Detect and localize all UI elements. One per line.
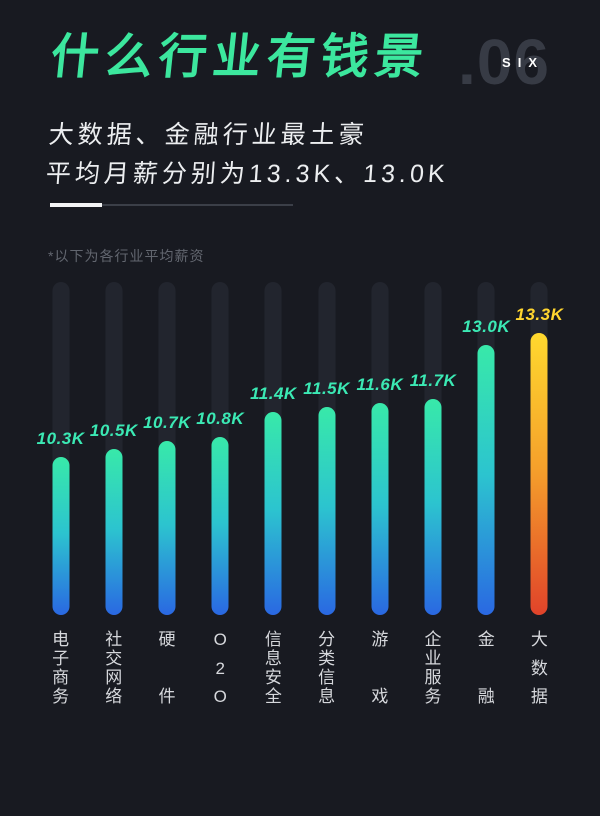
bar-column: 11.6K — [353, 282, 406, 615]
bar-segment — [371, 403, 389, 615]
category-char: 商 — [52, 668, 70, 687]
category-char: 息 — [318, 687, 336, 706]
bar-column: 13.0K — [460, 282, 513, 615]
divider-line — [102, 204, 293, 206]
category-char: 融 — [477, 687, 495, 706]
bar-segment — [211, 437, 229, 615]
category-char: 戏 — [371, 687, 389, 706]
category-char: 务 — [424, 687, 442, 706]
bar-value-label: 11.7K — [409, 371, 457, 390]
category-char: 数 — [530, 658, 548, 678]
category-label: O 2 O — [194, 631, 247, 705]
category-char: 络 — [105, 687, 123, 706]
category-char: 信 — [318, 668, 336, 687]
bar-column: 10.8K — [194, 282, 247, 615]
category-char: 交 — [105, 649, 123, 668]
divider — [50, 203, 293, 207]
category-char: 息 — [264, 649, 282, 668]
category-char: 类 — [318, 649, 336, 668]
page-title: 什么行业有钱景 — [48, 31, 432, 84]
bar-column: 10.3K — [34, 282, 87, 615]
category-label: 分类信息 — [300, 631, 353, 705]
bar-segment — [424, 399, 442, 615]
category-char: 游 — [371, 630, 389, 649]
category-char: 网 — [105, 668, 123, 687]
category-char: 子 — [52, 649, 70, 668]
category-char: 社 — [105, 630, 123, 649]
category-label: 电子商务 — [34, 631, 87, 705]
category-label: 企业服务 — [406, 631, 459, 705]
chart-caption: *以下为各行业平均薪资 — [48, 248, 205, 264]
category-char: 安 — [264, 668, 282, 687]
bar-value-label: 13.0K — [462, 317, 511, 336]
subtitle-line-2: 平均月薪分别为13.3K、13.0K — [44, 160, 450, 188]
subtitle-line-1: 大数据、金融行业最土豪 — [47, 121, 369, 149]
category-label: 金融 — [460, 631, 513, 705]
subtitle: 大数据、金融行业最土豪 平均月薪分别为13.3K、13.0K — [45, 116, 453, 194]
bar-segment — [477, 345, 495, 615]
bar-value-label: 10.3K — [36, 429, 85, 448]
category-char: O — [213, 630, 227, 649]
bar-value-label: 11.4K — [250, 384, 297, 403]
bar-column: 11.5K — [300, 282, 353, 615]
bar-column: 13.3K — [513, 282, 566, 615]
category-char: 全 — [264, 687, 282, 706]
category-char: 大 — [530, 630, 548, 649]
bar-segment — [105, 449, 123, 615]
category-char: 2 — [215, 658, 225, 678]
category-char: 业 — [424, 649, 442, 668]
section-word: SIX — [502, 55, 544, 70]
category-char: 硬 — [158, 630, 176, 649]
category-char: 分 — [318, 630, 336, 649]
bar-value-label: 11.6K — [356, 375, 404, 394]
category-label: 硬件 — [140, 631, 193, 705]
category-char: 件 — [158, 687, 176, 706]
bar-column: 11.7K — [406, 282, 459, 615]
bar-column: 10.7K — [140, 282, 193, 615]
category-char: 金 — [477, 630, 495, 649]
section-index: .06 SIX — [440, 26, 550, 98]
bar-segment — [530, 333, 548, 615]
bar-value-label: 13.3K — [515, 305, 564, 324]
bar-value-label: 10.7K — [143, 413, 191, 432]
section-number: .06 — [458, 26, 550, 98]
divider-accent — [50, 203, 102, 207]
bar-segment — [52, 457, 70, 615]
bar-segment — [318, 407, 336, 615]
category-char: 信 — [264, 630, 282, 649]
bar-column: 11.4K — [247, 282, 300, 615]
bar-column: 10.5K — [87, 282, 140, 615]
category-char: 电 — [52, 630, 70, 649]
category-label: 大数据 — [513, 631, 566, 705]
category-label: 信息安全 — [247, 631, 300, 705]
bar-value-label: 10.8K — [196, 409, 245, 428]
bar-value-label: 10.5K — [89, 421, 138, 440]
category-label: 社交网络 — [87, 631, 140, 705]
category-char: 服 — [424, 668, 442, 687]
category-char: O — [213, 687, 227, 706]
category-label: 游戏 — [353, 631, 406, 705]
category-char: 据 — [530, 687, 548, 706]
bar-segment — [264, 412, 282, 615]
bar-segment — [158, 441, 176, 615]
category-char: 企 — [424, 630, 442, 649]
bar-chart: 10.3K 10.5K 10.7K 10.8K 11.4K 11.5K 11.6K 11.7K… — [34, 282, 566, 615]
bar-value-label: 11.5K — [303, 379, 350, 398]
category-char: 务 — [52, 687, 70, 706]
